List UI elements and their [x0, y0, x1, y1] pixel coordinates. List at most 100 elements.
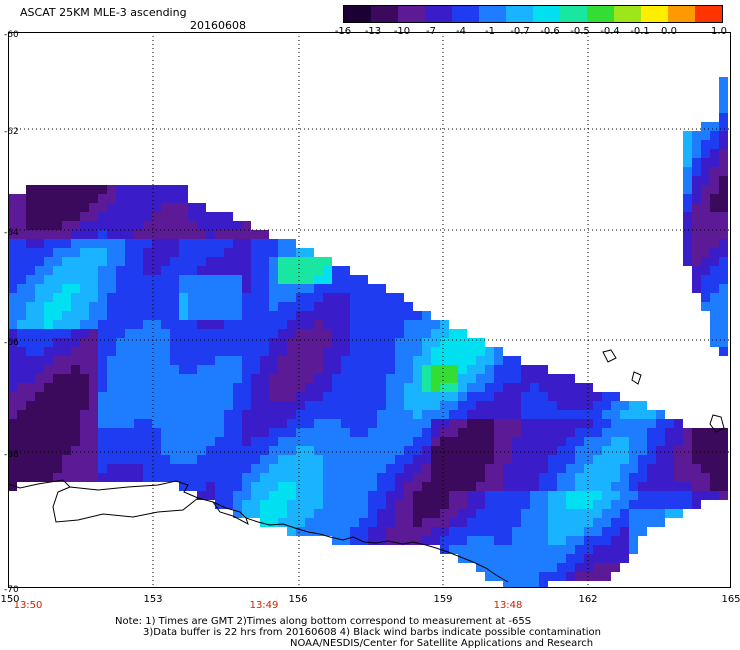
wind-cell — [251, 446, 260, 455]
wind-cell — [170, 464, 179, 473]
wind-cell — [89, 194, 98, 203]
wind-cell — [224, 473, 233, 482]
wind-cell — [638, 518, 647, 527]
longitude-label: 156 — [288, 594, 308, 605]
wind-cell — [674, 437, 683, 446]
wind-cell — [710, 428, 719, 437]
wind-cell — [593, 500, 602, 509]
wind-cell — [161, 320, 170, 329]
wind-cell — [233, 293, 242, 302]
wind-cell — [557, 563, 566, 572]
wind-cell — [548, 554, 557, 563]
wind-cell — [458, 365, 467, 374]
wind-cell — [332, 302, 341, 311]
wind-cell — [125, 239, 134, 248]
wind-cell — [566, 455, 575, 464]
wind-cell — [359, 401, 368, 410]
wind-cell — [116, 266, 125, 275]
wind-cell — [548, 437, 557, 446]
wind-cell — [179, 311, 188, 320]
wind-cell — [620, 401, 629, 410]
wind-cell — [584, 509, 593, 518]
wind-cell — [323, 437, 332, 446]
wind-cell — [701, 140, 710, 149]
wind-cell — [521, 428, 530, 437]
wind-cell — [206, 347, 215, 356]
wind-cell — [629, 437, 638, 446]
wind-cell — [710, 311, 719, 320]
wind-cell — [260, 275, 269, 284]
wind-cell — [341, 356, 350, 365]
wind-cell — [35, 329, 44, 338]
wind-cell — [107, 293, 116, 302]
wind-cell — [224, 248, 233, 257]
wind-cell — [476, 338, 485, 347]
wind-cell — [260, 338, 269, 347]
wind-cell — [503, 455, 512, 464]
wind-cell — [269, 257, 278, 266]
wind-cell — [413, 356, 422, 365]
wind-cell — [539, 374, 548, 383]
wind-cell — [692, 194, 701, 203]
wind-cell — [530, 428, 539, 437]
wind-cell — [44, 230, 53, 239]
wind-cell — [17, 203, 26, 212]
wind-cell — [368, 428, 377, 437]
wind-cell — [566, 500, 575, 509]
wind-cell — [629, 473, 638, 482]
wind-cell — [314, 410, 323, 419]
wind-cell — [125, 365, 134, 374]
wind-cell — [521, 527, 530, 536]
wind-cell — [476, 374, 485, 383]
wind-cell — [539, 527, 548, 536]
wind-cell — [287, 473, 296, 482]
wind-cell — [449, 329, 458, 338]
wind-cell — [35, 428, 44, 437]
wind-cell — [539, 482, 548, 491]
wind-cell — [296, 491, 305, 500]
wind-cell — [503, 464, 512, 473]
wind-cell — [206, 464, 215, 473]
wind-cell — [620, 419, 629, 428]
wind-cell — [350, 419, 359, 428]
wind-cell — [134, 455, 143, 464]
wind-cell — [332, 473, 341, 482]
wind-cell — [107, 248, 116, 257]
wind-cell — [107, 230, 116, 239]
wind-cell — [188, 338, 197, 347]
wind-cell — [260, 419, 269, 428]
wind-cell — [377, 392, 386, 401]
wind-cell — [260, 266, 269, 275]
wind-cell — [530, 581, 539, 588]
wind-cell — [224, 311, 233, 320]
wind-cell — [269, 329, 278, 338]
wind-cell — [548, 446, 557, 455]
wind-cell — [404, 518, 413, 527]
wind-cell — [188, 455, 197, 464]
wind-cell — [539, 464, 548, 473]
wind-cell — [539, 392, 548, 401]
wind-cell — [107, 284, 116, 293]
wind-cell — [674, 509, 683, 518]
wind-cell — [674, 491, 683, 500]
wind-cell — [62, 410, 71, 419]
wind-cell — [152, 320, 161, 329]
wind-cell — [701, 284, 710, 293]
wind-cell — [134, 464, 143, 473]
wind-cell — [494, 554, 503, 563]
wind-cell — [134, 419, 143, 428]
wind-cell — [440, 536, 449, 545]
wind-cell — [26, 248, 35, 257]
wind-cell — [719, 284, 728, 293]
wind-cell — [242, 329, 251, 338]
wind-cell — [449, 518, 458, 527]
wind-cell — [161, 401, 170, 410]
wind-cell — [251, 356, 260, 365]
wind-cell — [44, 365, 53, 374]
wind-cell — [476, 500, 485, 509]
wind-cell — [233, 266, 242, 275]
latitude-label: -60 — [4, 30, 19, 40]
wind-cell — [413, 365, 422, 374]
wind-cell — [224, 410, 233, 419]
wind-cell — [341, 437, 350, 446]
